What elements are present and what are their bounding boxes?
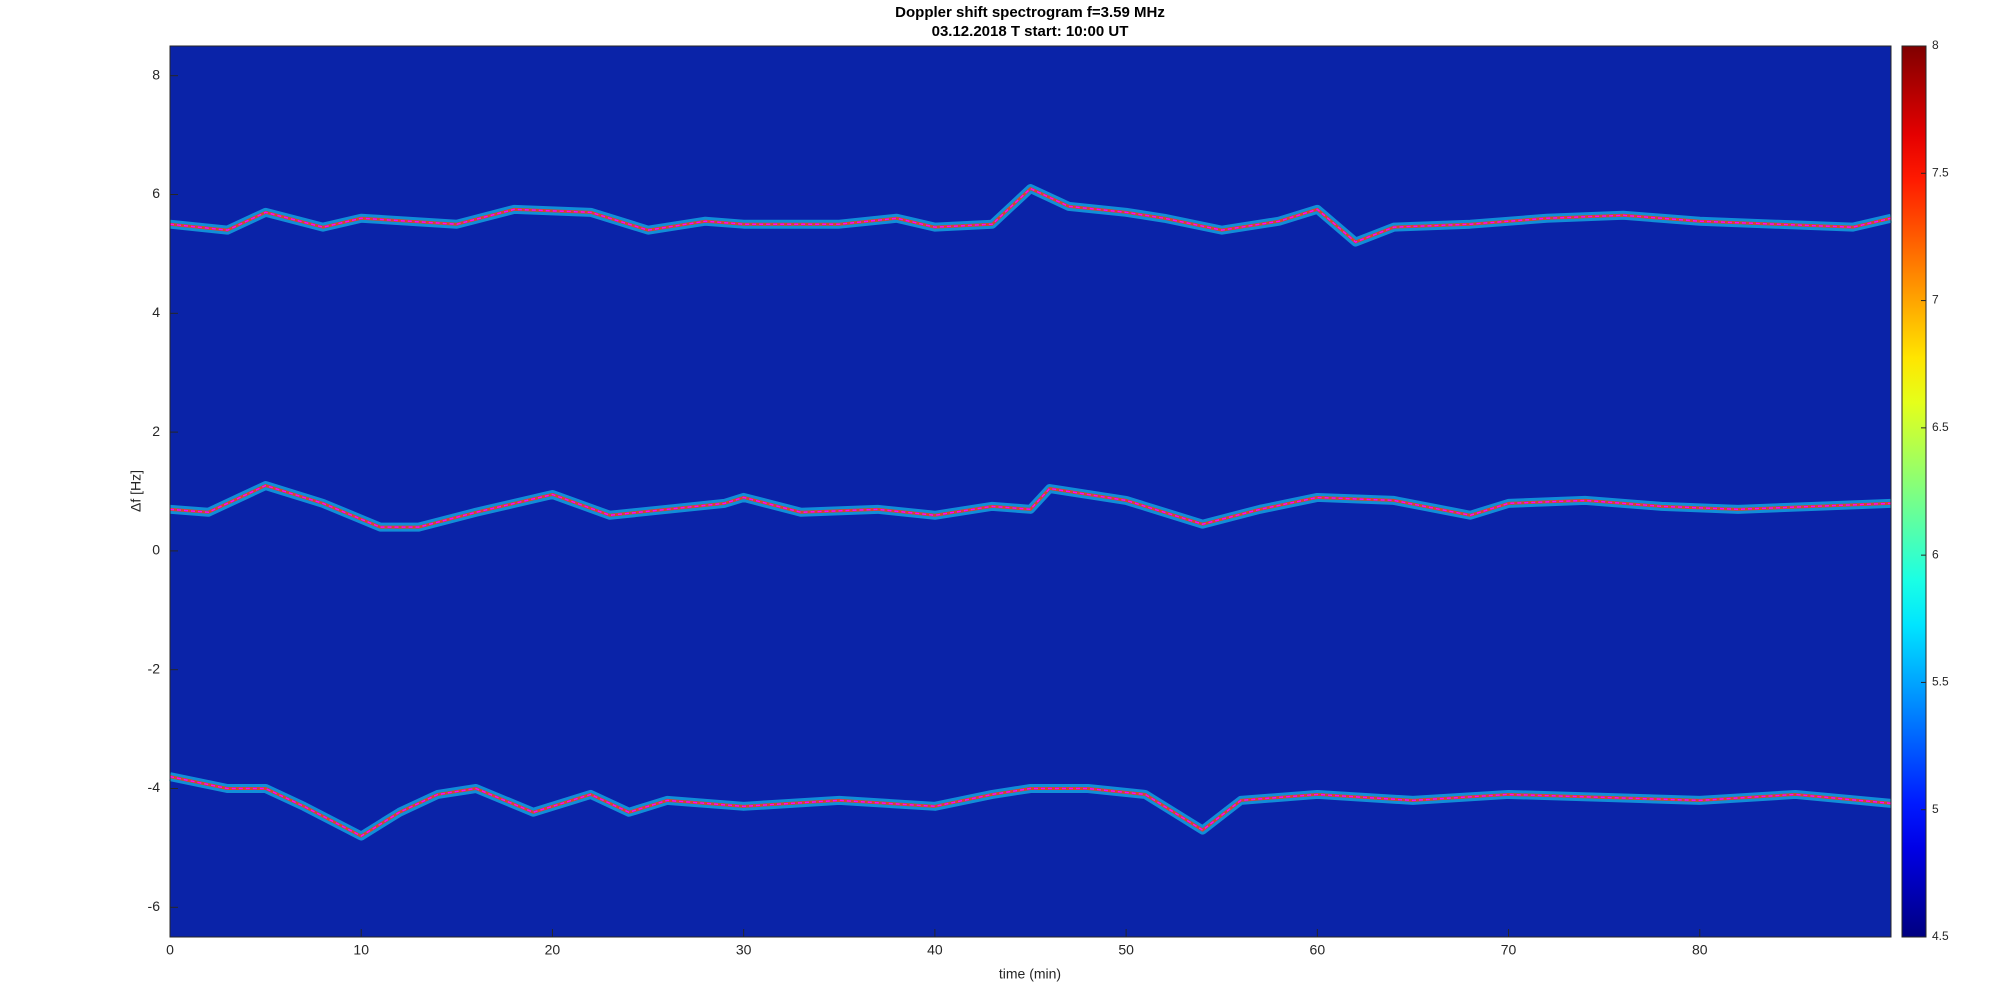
y-tick-label: 6 bbox=[152, 185, 160, 201]
trace-line bbox=[169, 187, 1892, 243]
colorbar-tick-label: 8 bbox=[1932, 38, 1939, 52]
colorbar-tick-label: 7.5 bbox=[1932, 165, 1949, 179]
chart-title: Doppler shift spectrogram f=3.59 MHz bbox=[895, 4, 1165, 21]
x-tick-label: 50 bbox=[1118, 942, 1134, 958]
x-tick-label: 60 bbox=[1310, 942, 1326, 958]
colorbar-tick-label: 7 bbox=[1932, 293, 1939, 307]
y-tick-label: 2 bbox=[152, 423, 160, 439]
y-tick-label: 8 bbox=[152, 66, 160, 82]
x-tick-label: 20 bbox=[545, 942, 561, 958]
y-tick-label: 4 bbox=[152, 304, 160, 320]
colorbar-tick-label: 4.5 bbox=[1932, 929, 1949, 943]
y-tick-label: -2 bbox=[148, 660, 161, 676]
y-tick-label: -4 bbox=[148, 779, 161, 795]
axes-frame bbox=[169, 45, 1892, 938]
colorbar-tick-label: 5 bbox=[1932, 802, 1939, 816]
y-tick-label: 0 bbox=[152, 542, 160, 558]
chart-subtitle: 03.12.2018 T start: 10:00 UT bbox=[932, 23, 1129, 40]
x-axis-label: time (min) bbox=[999, 966, 1061, 982]
colorbar bbox=[1901, 45, 1927, 938]
y-axis-label: Δf [Hz] bbox=[128, 470, 144, 512]
trace-line bbox=[169, 484, 1892, 528]
colorbar-tick-label: 6.5 bbox=[1932, 420, 1949, 434]
x-tick-label: 0 bbox=[166, 942, 174, 958]
x-tick-label: 10 bbox=[353, 942, 369, 958]
x-tick-label: 80 bbox=[1692, 942, 1708, 958]
trace-line bbox=[169, 775, 1892, 837]
x-tick-label: 70 bbox=[1501, 942, 1517, 958]
x-tick-label: 30 bbox=[736, 942, 752, 958]
colorbar-tick-label: 6 bbox=[1932, 547, 1939, 561]
y-tick-label: -6 bbox=[148, 898, 161, 914]
colorbar-tick-label: 5.5 bbox=[1932, 675, 1949, 689]
x-tick-label: 40 bbox=[927, 942, 943, 958]
